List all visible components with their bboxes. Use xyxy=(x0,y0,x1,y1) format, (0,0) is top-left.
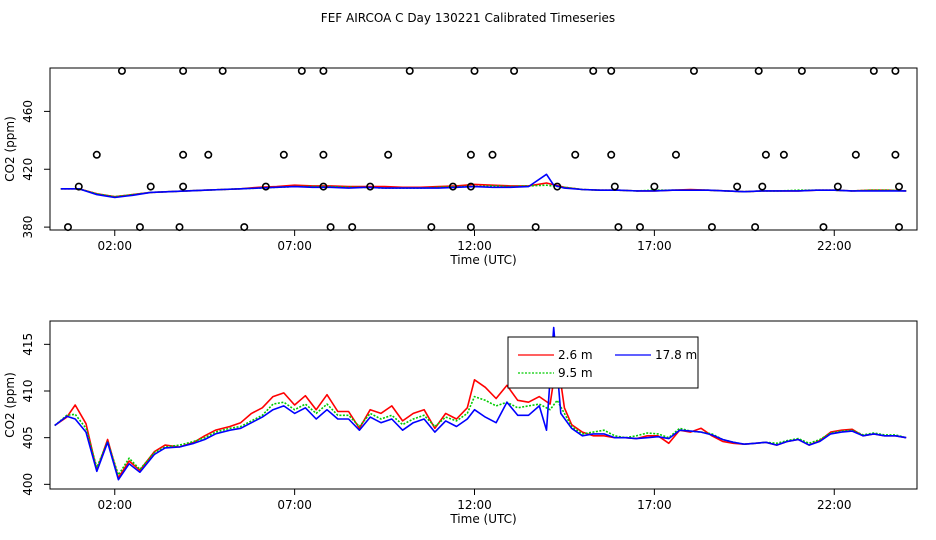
chart1-point xyxy=(175,223,184,232)
chart1-point xyxy=(466,223,475,232)
chart1-point xyxy=(607,150,616,159)
chart1-y-tick-label: 380 xyxy=(21,216,35,239)
chart1-point xyxy=(179,182,188,191)
chart1-point xyxy=(240,223,249,232)
chart1-point xyxy=(466,150,475,159)
chart1-point xyxy=(754,66,763,75)
chart1-point xyxy=(179,150,188,159)
chart1-point xyxy=(348,223,357,232)
chart1-point xyxy=(218,66,227,75)
chart1-point xyxy=(851,150,860,159)
chart2-y-tick-label: 405 xyxy=(21,426,35,449)
chart2-plot-frame xyxy=(49,320,918,490)
chart1-point xyxy=(671,150,680,159)
chart1-point xyxy=(650,182,659,191)
chart1-point xyxy=(895,182,904,191)
chart1-point xyxy=(733,182,742,191)
chart1-y-tick-label: 460 xyxy=(21,100,35,123)
chart1-point xyxy=(758,182,767,191)
chart1-point xyxy=(135,223,144,232)
chart2-legend-box xyxy=(507,336,699,389)
chart1-point xyxy=(326,223,335,232)
chart1-point xyxy=(751,223,760,232)
chart1-point xyxy=(488,150,497,159)
chart2-series-2-line xyxy=(54,395,907,476)
chart1-x-tick-label: 07:00 xyxy=(277,239,312,253)
chart1-point xyxy=(607,66,616,75)
chart1-point xyxy=(117,66,126,75)
chart1-point xyxy=(146,182,155,191)
chart1-series-3-line xyxy=(60,173,907,199)
chart1-point xyxy=(589,66,598,75)
chart1-point xyxy=(63,223,72,232)
chart1-y-tick-label: 420 xyxy=(21,158,35,181)
chart1-point xyxy=(297,66,306,75)
chart1-point xyxy=(891,66,900,75)
chart2-legend-label-2: 9.5 m xyxy=(558,366,593,380)
chart1-point xyxy=(614,223,623,232)
chart2-legend-label-1: 2.6 m xyxy=(558,348,593,362)
chart1-series-1-line xyxy=(60,182,907,198)
chart1-point xyxy=(179,66,188,75)
chart1-point xyxy=(366,182,375,191)
chart1-point xyxy=(319,150,328,159)
chart1-point xyxy=(448,182,457,191)
chart1-point xyxy=(797,66,806,75)
chart2-y-tick-label: 400 xyxy=(21,473,35,496)
chart1-point xyxy=(319,66,328,75)
chart1-point xyxy=(779,150,788,159)
chart1-y-axis-label: CO2 (ppm) xyxy=(3,116,17,182)
chart2-y-axis-label: CO2 (ppm) xyxy=(3,372,17,438)
top-panel: 02:00 07:00 12:00 17:00 22:00 Time (UTC) 380 42… xyxy=(3,66,918,267)
chart2-x-tick-label: 07:00 xyxy=(277,498,312,512)
chart1-point xyxy=(553,182,562,191)
chart1-point xyxy=(510,66,519,75)
chart1-x-tick-label: 22:00 xyxy=(817,239,852,253)
chart1-point xyxy=(92,150,101,159)
chart2-y-tick-label: 415 xyxy=(21,333,35,356)
page-title: FEF AIRCOA C Day 130221 Calibrated Times… xyxy=(321,11,615,25)
chart1-plot-frame xyxy=(49,67,918,231)
chart2-series-1-line xyxy=(54,356,907,479)
chart2-x-tick-label: 12:00 xyxy=(457,498,492,512)
chart2-x-tick-label: 22:00 xyxy=(817,498,852,512)
chart2-x-axis-label: Time (UTC) xyxy=(449,512,516,526)
chart2-y-tick-label: 410 xyxy=(21,380,35,403)
chart1-point xyxy=(531,223,540,232)
chart2-series-3-line xyxy=(54,326,907,481)
chart1-point xyxy=(761,150,770,159)
chart1-point xyxy=(405,66,414,75)
chart1-point xyxy=(279,150,288,159)
chart1-x-axis-label: Time (UTC) xyxy=(449,253,516,267)
chart1-point xyxy=(571,150,580,159)
chart1-point xyxy=(204,150,213,159)
chart2-legend-label-3: 17.8 m xyxy=(655,348,697,362)
chart1-point xyxy=(689,66,698,75)
bottom-panel: 02:00 07:00 12:00 17:00 22:00 Time (UTC) 400 40… xyxy=(3,320,918,526)
chart1-point xyxy=(466,182,475,191)
chart2-x-tick-label: 17:00 xyxy=(637,498,672,512)
chart1-point xyxy=(707,223,716,232)
chart1-x-tick-label: 17:00 xyxy=(637,239,672,253)
chart1-point xyxy=(319,182,328,191)
chart1-point xyxy=(261,182,270,191)
chart1-point xyxy=(891,150,900,159)
chart1-point xyxy=(470,66,479,75)
chart1-point xyxy=(895,223,904,232)
chart1-point xyxy=(427,223,436,232)
chart1-point xyxy=(869,66,878,75)
chart1-point xyxy=(384,150,393,159)
chart1-point xyxy=(610,182,619,191)
chart1-point xyxy=(635,223,644,232)
chart1-point xyxy=(833,182,842,191)
chart1-x-tick-label: 12:00 xyxy=(457,239,492,253)
chart1-point xyxy=(74,182,83,191)
chart2-x-tick-label: 02:00 xyxy=(97,498,132,512)
chart1-point xyxy=(819,223,828,232)
chart1-x-tick-label: 02:00 xyxy=(97,239,132,253)
